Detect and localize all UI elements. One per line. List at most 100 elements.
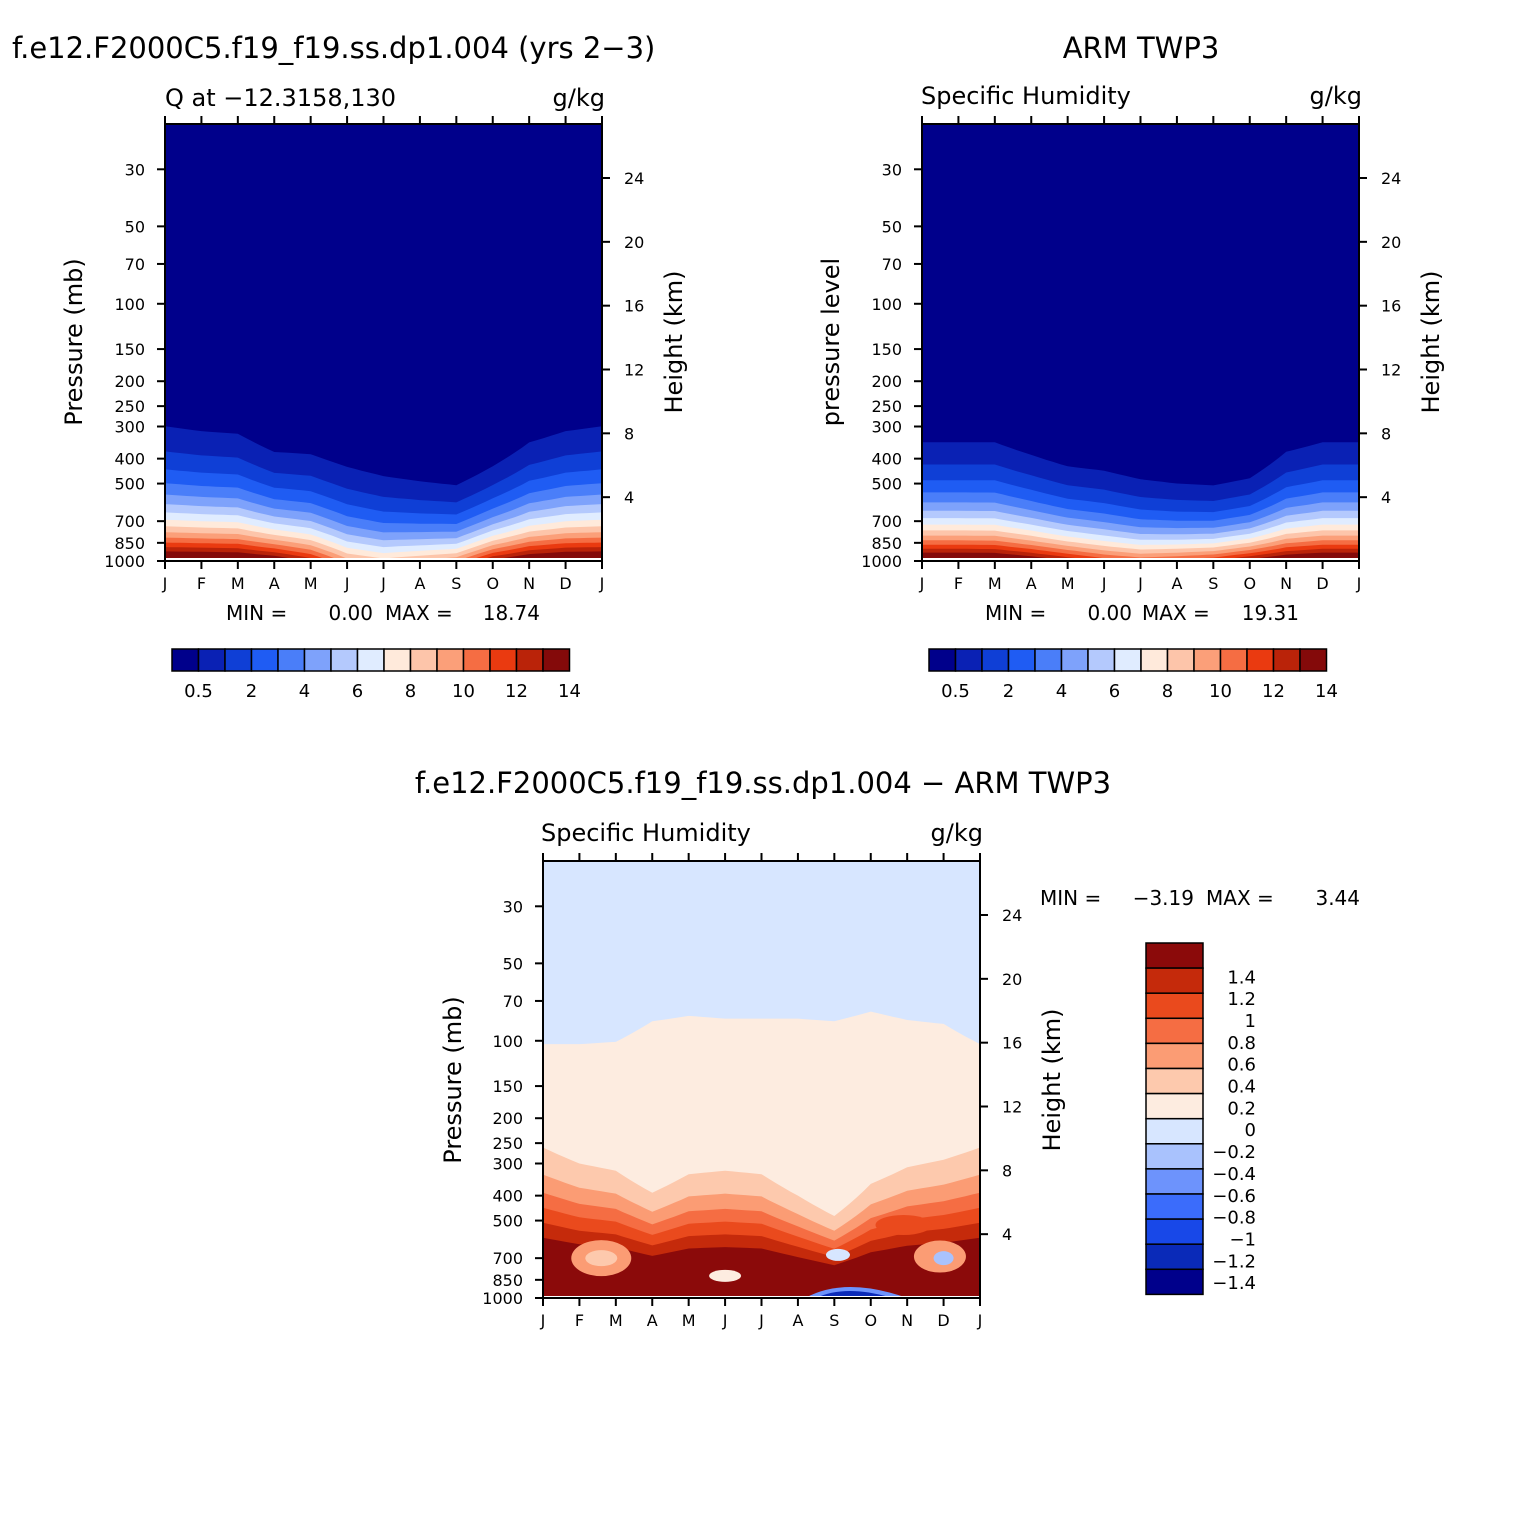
model-axes: J F M A M J J A S O N D J 30 50 70 100 150 200 250 300 400 500… — [104, 116, 644, 593]
model-ylabel-right: Height (km) — [660, 271, 688, 414]
x-tick-label: O — [1243, 574, 1256, 593]
colorbar-swatch — [250, 648, 279, 672]
y-tick-label: 100 — [114, 295, 145, 314]
height-tick-label: 16 — [1002, 1034, 1022, 1053]
x-tick-label: J — [1137, 574, 1143, 593]
y-tick-label: 500 — [114, 475, 145, 494]
colorbar-label: 0.5 — [941, 681, 970, 702]
colorbar-label: −1.4 — [1212, 1273, 1256, 1294]
height-tick-label: 4 — [624, 488, 634, 507]
model-subtitle-left: Q at −12.3158,130 — [165, 84, 396, 112]
y-tick-label: 150 — [871, 340, 902, 359]
diff-colorbar: 1.41.210.80.60.40.20−0.2−0.4−0.6−0.8−1−1… — [1145, 942, 1256, 1296]
obs-max-value: 19.31 — [1242, 601, 1299, 625]
colorbar-swatch — [1034, 648, 1063, 672]
colorbar-swatch — [1087, 648, 1116, 672]
colorbar-label: −0.8 — [1212, 1208, 1256, 1229]
contour-pocket — [825, 1248, 850, 1261]
colorbar-label: 8 — [405, 681, 416, 702]
colorbar-swatch — [409, 648, 438, 672]
colorbar-swatch — [1145, 1218, 1204, 1245]
colorbar-label: 2 — [1003, 681, 1014, 702]
y-tick-label: 100 — [871, 295, 902, 314]
diff-units: g/kg — [931, 819, 983, 847]
colorbar-swatch — [1145, 1042, 1204, 1070]
x-tick-label: O — [486, 574, 499, 593]
contour-band — [543, 1237, 980, 1298]
x-tick-label: S — [1208, 574, 1218, 593]
x-tick-label: A — [414, 574, 425, 593]
x-tick-label: D — [1316, 574, 1328, 593]
surface-strip — [922, 558, 1359, 561]
height-tick-label: 16 — [624, 297, 644, 316]
x-tick-label: A — [1026, 574, 1037, 593]
obs-axes: J F M A M J J A S O N D J 30 50 70 100 150 200 250 300 400 500… — [861, 116, 1401, 593]
x-tick-label: M — [988, 574, 1002, 593]
y-tick-label: 300 — [871, 418, 902, 437]
colorbar-label: −0.6 — [1212, 1186, 1256, 1207]
colorbar-swatch — [1219, 648, 1248, 672]
colorbar-swatch — [224, 648, 253, 672]
x-tick-label: F — [575, 1311, 584, 1330]
height-tick-label: 12 — [624, 361, 644, 380]
colorbar-swatch — [1272, 648, 1301, 672]
y-tick-label: 50 — [503, 954, 523, 973]
x-tick-label: D — [937, 1311, 949, 1330]
x-tick-label: J — [758, 1311, 764, 1330]
obs-max-label: MAX = — [1142, 601, 1210, 625]
x-tick-label: D — [559, 574, 571, 593]
y-tick-label: 500 — [492, 1212, 523, 1231]
diff-ylabel: Pressure (mb) — [439, 996, 467, 1163]
height-tick-label: 4 — [1002, 1225, 1012, 1244]
x-tick-label: F — [197, 574, 206, 593]
y-tick-label: 300 — [114, 418, 145, 437]
y-tick-label: 700 — [871, 512, 902, 531]
model-units: g/kg — [553, 84, 605, 112]
diff-min-label: MIN = — [1040, 886, 1101, 910]
colorbar-swatch — [436, 648, 465, 672]
x-tick-label: J — [540, 1311, 546, 1330]
model-max-label: MAX = — [385, 601, 453, 625]
x-tick-label: A — [647, 1311, 658, 1330]
obs-ylabel: pressure level — [817, 258, 845, 426]
colorbar-swatch — [330, 648, 359, 672]
x-tick-label: S — [829, 1311, 839, 1330]
y-tick-label: 850 — [871, 534, 902, 553]
x-tick-label: J — [1101, 574, 1107, 593]
colorbar-label: 0.8 — [1227, 1033, 1256, 1054]
x-tick-label: M — [609, 1311, 623, 1330]
obs-min-label: MIN = — [985, 601, 1046, 625]
obs-title: ARM TWP3 — [1063, 31, 1220, 65]
colorbar-label: 14 — [558, 681, 581, 702]
diff-title: f.e12.F2000C5.f19_f19.ss.dp1.004 − ARM T… — [415, 766, 1111, 800]
y-tick-label: 50 — [882, 217, 902, 236]
colorbar-swatch — [1113, 648, 1142, 672]
diff-contour-field — [543, 861, 980, 1298]
x-tick-label: J — [344, 574, 350, 593]
model-contour-field — [165, 124, 602, 561]
colorbar-swatch — [197, 648, 226, 672]
contour-pocket — [585, 1250, 618, 1267]
diff-ylabel-right: Height (km) — [1038, 1009, 1066, 1152]
colorbar-swatch — [1140, 648, 1169, 672]
y-tick-label: 500 — [871, 475, 902, 494]
y-tick-label: 30 — [125, 160, 145, 179]
obs-units: g/kg — [1310, 82, 1362, 110]
colorbar-label: 1.4 — [1227, 967, 1256, 988]
x-tick-label: O — [864, 1311, 877, 1330]
colorbar-swatch — [542, 648, 571, 672]
x-tick-label: M — [1061, 574, 1075, 593]
diff-min-value: −3.19 — [1133, 886, 1194, 910]
x-tick-label: J — [977, 1311, 983, 1330]
colorbar-swatch — [1193, 648, 1222, 672]
panel-model: f.e12.F2000C5.f19_f19.ss.dp1.004 (yrs 2−… — [12, 31, 688, 702]
x-tick-label: N — [523, 574, 535, 593]
diff-axes: J F M A M J J A S O N D J 30 50 70 100 150 200 250 300 400 500… — [482, 853, 1022, 1330]
y-tick-label: 250 — [492, 1134, 523, 1153]
x-tick-label: A — [792, 1311, 803, 1330]
height-tick-label: 20 — [1381, 233, 1401, 252]
height-tick-label: 24 — [624, 169, 644, 188]
y-tick-label: 1000 — [482, 1289, 523, 1308]
y-tick-label: 200 — [492, 1109, 523, 1128]
